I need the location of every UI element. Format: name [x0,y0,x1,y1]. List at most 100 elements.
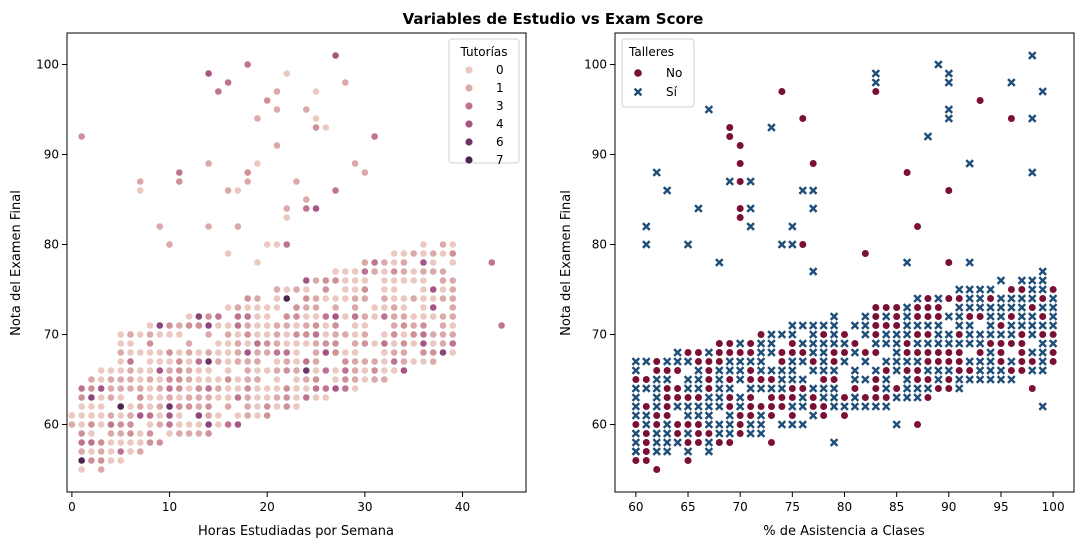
scatter-point [97,447,106,456]
scatter-point [292,375,301,384]
scatter-point-si [683,411,693,420]
scatter-point-no [736,141,745,150]
scatter-point-no [1038,294,1047,303]
scatter-point-no [798,114,807,123]
scatter-point [360,267,369,276]
scatter-point [136,186,145,195]
scatter-point-si [1028,51,1037,60]
scatter-point-no [840,330,849,339]
scatter-point-si [892,420,901,429]
scatter-point-si [819,384,828,393]
scatter-point-no [944,348,953,357]
scatter-point [370,375,379,384]
scatter-point-si [975,330,985,339]
scatter-point [214,375,223,384]
scatter-point-si [725,357,734,366]
scatter-point [419,339,428,348]
scatter-point-no [850,384,860,393]
scatter-point-no [923,303,933,312]
scatter-point [146,402,154,411]
scatter-point-no [944,186,953,195]
scatter-point-si [892,339,901,348]
scatter-point-si [902,321,912,330]
scatter-point [107,366,115,375]
scatter-point [87,402,96,411]
scatter-point-si [986,303,995,312]
scatter-point [97,402,106,411]
scatter-point [204,402,213,411]
scatter-point-no [767,402,776,411]
scatter-point [126,375,135,384]
scatter-point [234,375,242,384]
scatter-point [370,339,379,348]
scatter-point-no [944,294,953,303]
scatter-point-si [715,420,724,429]
scatter-point-si [861,375,870,384]
scatter-point [175,402,184,411]
scatter-point-si [1028,330,1037,339]
scatter-point-no [736,420,745,429]
scatter-point [204,321,213,330]
scatter-point [97,375,106,384]
scatter-point-si [986,330,995,339]
x-tick-label: 60 [628,500,643,514]
scatter-point-no [652,357,661,366]
scatter-point [419,357,428,366]
scatter-point-si [694,204,703,213]
legend-label: 4 [496,117,504,131]
x-tick-label: 30 [357,500,372,514]
scatter-point [204,222,213,231]
scatter-point [302,393,311,402]
scatter-point-no [1007,366,1016,375]
scatter-point [439,267,447,276]
scatter-point-si [694,366,703,375]
scatter-point-si [965,159,974,168]
scatter-point [273,393,281,402]
scatter-point [107,447,115,456]
scatter-point-no [725,375,734,384]
scatter-point-no [798,384,807,393]
scatter-point [312,357,320,366]
scatter-point [165,321,174,330]
scatter-point-no [642,456,651,465]
scatter-point [419,267,428,276]
scatter-point [253,411,262,420]
scatter-point-no [1028,357,1037,366]
scatter-point-si [1038,276,1047,285]
scatter-point-si [1038,402,1047,411]
scatter-point [351,366,359,375]
scatter-point [419,348,428,357]
scatter-point [155,384,164,393]
y-tick-label: 60 [592,418,607,432]
scatter-point-no [777,393,787,402]
scatter-point-si [798,357,808,366]
scatter-point-si [788,420,797,429]
scatter-point-no [840,411,849,420]
scatter-point-si [944,105,954,114]
scatter-point [253,393,262,402]
scatter-point [146,348,154,357]
scatter-point [165,384,174,393]
scatter-point [400,294,408,303]
scatter-point [253,384,262,393]
scatter-point [165,420,174,429]
scatter-point-si [840,402,849,411]
scatter-point-si [996,330,1006,339]
scatter-point-si [902,330,912,339]
scatter-point-si [913,339,922,348]
scatter-point [185,348,193,357]
scatter-point [77,429,86,438]
scatter-point [204,393,213,402]
scatter-point [439,249,447,258]
scatter-point-si [777,375,787,384]
scatter-point-si [1017,276,1027,285]
scatter-point [439,330,447,339]
scatter-point [341,357,350,366]
scatter-point-si [944,69,954,78]
scatter-point-si [861,312,870,321]
scatter-point [146,438,154,447]
scatter-point [253,294,262,303]
scatter-point [97,420,106,429]
scatter-point [243,303,252,312]
scatter-point [116,420,125,429]
